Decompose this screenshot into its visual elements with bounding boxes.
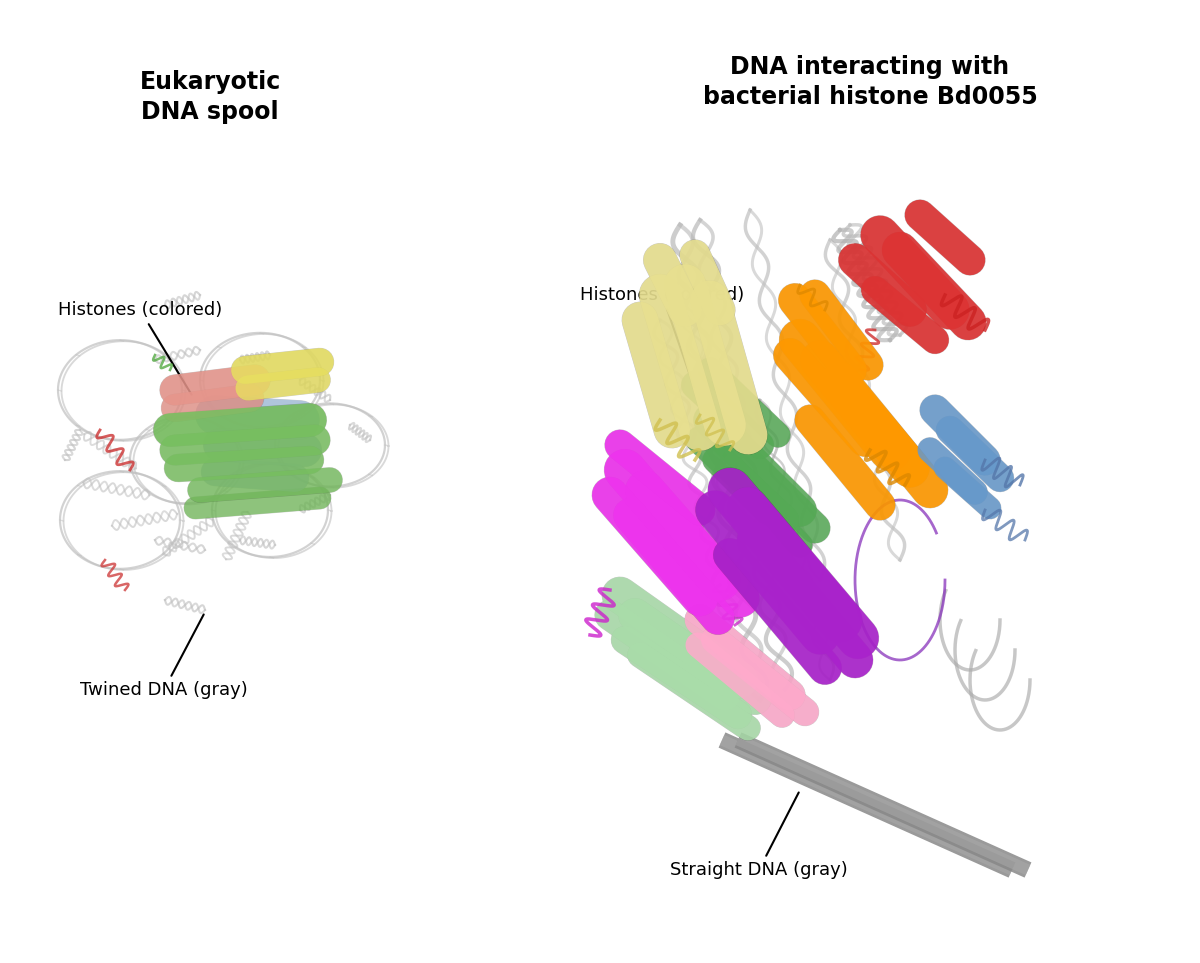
Text: DNA interacting with
bacterial histone Bd0055: DNA interacting with bacterial histone B…: [703, 55, 1037, 109]
Text: Straight DNA (gray): Straight DNA (gray): [670, 793, 847, 879]
Text: Histones (colored): Histones (colored): [580, 286, 744, 387]
Text: Twined DNA (gray): Twined DNA (gray): [80, 614, 247, 699]
Text: Histones (colored): Histones (colored): [58, 301, 222, 395]
Text: Eukaryotic
DNA spool: Eukaryotic DNA spool: [139, 70, 281, 123]
